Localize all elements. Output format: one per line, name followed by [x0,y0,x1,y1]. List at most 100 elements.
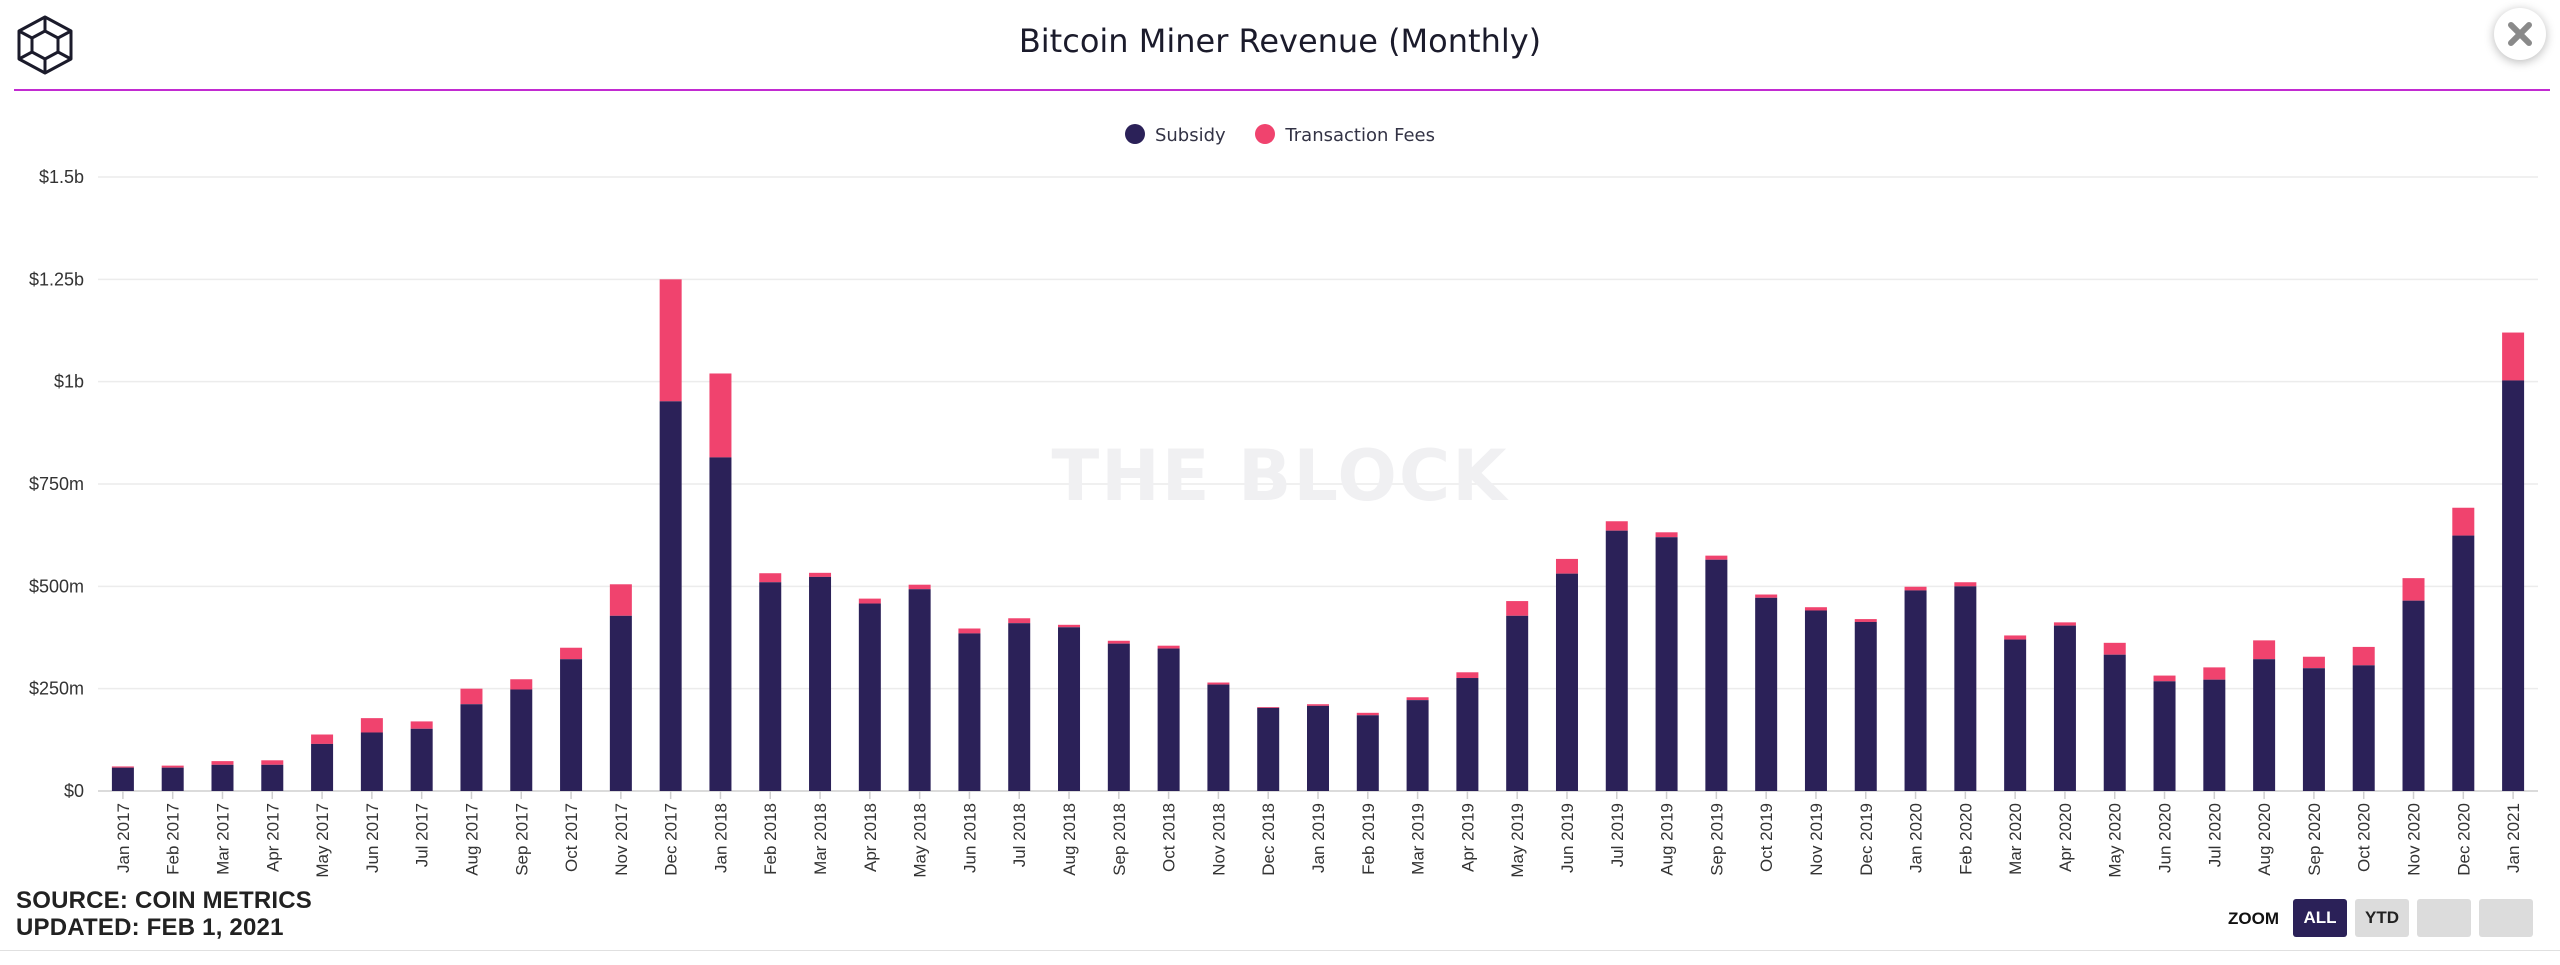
x-tick-label: Sep 2020 [2305,803,2324,876]
x-tick-label: Aug 2019 [1658,803,1677,876]
source-note: SOURCE: COIN METRICS UPDATED: FEB 1, 202… [16,887,312,941]
bar-subsidy [1257,707,1280,791]
bar-fees [261,760,284,765]
bar-subsidy [1356,715,1379,791]
y-tick-label: $750m [29,474,84,494]
bar-fees [1207,682,1230,685]
bar-fees [1854,619,1877,622]
x-tick-label: Jul 2020 [2205,803,2224,867]
bar-subsidy [1854,621,1877,791]
bar-subsidy [709,457,732,791]
bar-fees [1157,645,1180,649]
bar-subsidy [908,589,931,791]
x-tick-label: Aug 2018 [1060,803,1079,876]
zoom-ytd-button[interactable]: YTD [2355,899,2409,937]
x-tick-label: Sep 2019 [1707,803,1726,876]
x-tick-label: Aug 2017 [462,803,481,876]
bar-fees [1107,640,1130,644]
x-tick-label: Oct 2018 [1160,803,1179,872]
x-tick-label: Feb 2020 [1956,803,1975,875]
bar-fees [1058,624,1081,628]
x-tick-label: Mar 2017 [213,803,232,875]
bar-subsidy [759,582,782,791]
x-tick-label: Jun 2020 [2156,803,2175,873]
x-tick-label: Oct 2019 [1757,803,1776,872]
bar-subsidy [1307,705,1329,791]
bar-fees [2103,642,2126,655]
x-tick-label: Jul 2019 [1608,803,1627,867]
x-tick-label: Feb 2019 [1359,803,1378,875]
x-tick-label: Jan 2020 [1907,803,1926,873]
y-tick-label: $1.5b [39,167,84,187]
close-button[interactable] [2494,8,2546,60]
bar-subsidy [510,689,533,791]
x-tick-label: Nov 2018 [1209,803,1228,876]
bar-fees [1555,558,1578,574]
x-tick-label: Jul 2018 [1010,803,1029,867]
bar-fees [908,584,931,590]
bar-subsidy [1207,684,1230,791]
bar-fees [2352,646,2375,666]
bar-fees [2153,675,2176,682]
y-tick-label: $500m [29,576,84,596]
updated-text: UPDATED: FEB 1, 2021 [16,914,284,941]
bar-subsidy [2452,535,2475,791]
x-tick-label: Jan 2017 [114,803,133,873]
bar-subsidy [1904,590,1927,791]
stacked-bar-chart: $0 $250m $500m $750m $1b $1.25b $1.5b THE BLOCK… [29,167,2538,878]
bar-subsidy [1755,597,1778,791]
x-tick-label: Dec 2018 [1259,803,1278,876]
bar-subsidy [1058,627,1081,791]
chart-title: Bitcoin Miner Revenue (Monthly) [1018,22,1542,60]
bar-subsidy [2253,659,2276,791]
bar-fees [360,718,383,733]
bar-subsidy [2153,681,2176,791]
x-tick-label: Feb 2018 [761,803,780,875]
bar-fees [1406,697,1429,701]
bar-subsidy [1506,615,1529,791]
x-tick-label: Nov 2017 [612,803,631,876]
y-tick-label: $1.25b [29,269,84,289]
zoom-option-button[interactable] [2479,899,2533,937]
bar-subsidy [1605,530,1628,791]
bar-fees [2452,507,2475,536]
legend-item-subsidy[interactable]: Subsidy [1124,123,1226,146]
y-tick-label: $1b [54,372,84,392]
bar-subsidy [2203,679,2226,791]
bar-subsidy [1107,643,1130,791]
bar-subsidy [659,401,682,791]
cube-logo-icon[interactable] [14,14,76,76]
y-tick-label: $0 [64,781,84,801]
bar-fees [958,628,981,634]
bar-subsidy [2402,600,2425,791]
legend-dot-subsidy [1124,123,1145,144]
x-tick-label: Dec 2017 [662,803,681,876]
bar-subsidy [2302,668,2325,791]
x-tick-label: Sep 2018 [1110,803,1129,876]
bar-fees [1307,704,1329,706]
bar-subsidy [1555,573,1578,791]
bar-fees [1804,607,1827,611]
x-tick-label: Nov 2019 [1807,803,1826,876]
bottom-divider [0,950,2560,951]
bar-fees [2402,578,2425,601]
x-tick-label: Mar 2019 [1409,803,1428,875]
legend-item-fees[interactable]: Transaction Fees [1255,123,1435,146]
x-tick-label: Apr 2017 [263,803,282,872]
y-tick-label: $250m [29,679,84,699]
bar-subsidy [460,704,483,791]
zoom-option-button[interactable] [2417,899,2471,937]
x-tick-label: Oct 2020 [2355,803,2374,872]
bar-subsidy [261,764,284,791]
bar-subsidy [609,615,632,791]
legend-dot-fees [1255,123,1276,144]
bar-fees [111,766,134,768]
bar-fees [858,598,881,604]
bar-subsidy [809,576,832,791]
bar-subsidy [1406,700,1429,791]
chart-legend: Subsidy Transaction Fees [0,123,2560,146]
x-tick-label: Oct 2017 [562,803,581,872]
x-tick-label: May 2020 [2106,803,2125,878]
zoom-all-button[interactable]: ALL [2293,899,2347,937]
bar-fees [1605,521,1628,531]
